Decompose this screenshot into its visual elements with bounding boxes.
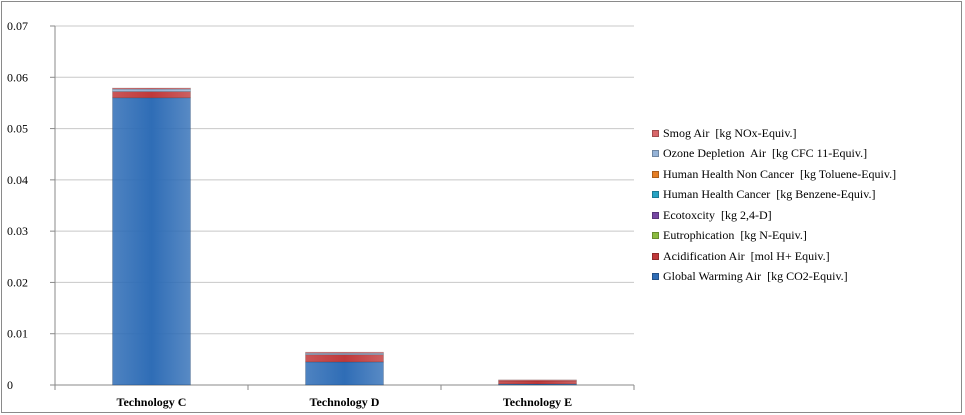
- legend-label: Acidification Air [mol H+ Equiv.]: [663, 248, 830, 263]
- y-tick-label: 0.05: [7, 122, 28, 136]
- bar-segment: [305, 351, 384, 354]
- y-tick-label: 0.01: [7, 327, 28, 341]
- bar-segment: [112, 87, 191, 90]
- legend-swatch: [652, 232, 659, 240]
- legend-item: Ozone Depletion Air [kg CFC 11-Equiv.]: [652, 144, 896, 165]
- bar-segment: [305, 354, 384, 363]
- bar-segment: [305, 361, 384, 386]
- legend-item: Human Health Non Cancer [kg Toluene-Equi…: [652, 164, 896, 185]
- legend-item: Ecotoxcity [kg 2,4-D]: [652, 205, 896, 226]
- legend-swatch: [652, 211, 659, 219]
- y-tick-label: 0.06: [7, 70, 28, 84]
- y-axis-ticks: 0 0.01 0.02 0.03 0.04 0.05 0.06 0.07: [7, 19, 55, 392]
- legend-label: Eutrophication [kg N-Equiv.]: [663, 228, 807, 243]
- y-tick-label: 0.04: [7, 173, 28, 187]
- bars: [112, 87, 577, 386]
- y-tick-label: 0.02: [7, 275, 28, 289]
- bar-segment: [112, 97, 191, 386]
- legend-swatch: [652, 252, 659, 260]
- legend-item: Smog Air [kg NOx-Equiv.]: [652, 123, 896, 144]
- legend-label: Smog Air [kg NOx-Equiv.]: [663, 125, 797, 140]
- legend-swatch: [652, 150, 659, 158]
- legend-label: Ecotoxcity [kg 2,4-D]: [663, 207, 772, 222]
- legend-swatch: [652, 273, 659, 281]
- bar-segment: [498, 380, 577, 385]
- legend-item: Acidification Air [mol H+ Equiv.]: [652, 246, 896, 267]
- legend-label: Ozone Depletion Air [kg CFC 11-Equiv.]: [663, 146, 868, 161]
- x-tick-label: Technology D: [310, 395, 380, 409]
- bar-segment: [112, 91, 191, 99]
- x-tick-label: Technology C: [117, 395, 187, 409]
- y-tick-label: 0.03: [7, 224, 28, 238]
- legend-swatch: [652, 191, 659, 199]
- legend-label: Human Health Non Cancer [kg Toluene-Equi…: [663, 166, 897, 181]
- bar-segment: [498, 379, 577, 382]
- legend-item: Eutrophication [kg N-Equiv.]: [652, 226, 896, 247]
- y-tick-label: 0.07: [7, 19, 28, 33]
- bar-segment: [112, 88, 191, 92]
- legend: Smog Air [kg NOx-Equiv.] Ozone Depletion …: [652, 123, 896, 287]
- x-tick-label: Technology E: [503, 395, 572, 409]
- y-tick-label: 0: [7, 378, 13, 392]
- x-axis-ticks: Technology C Technology D Technology E: [54, 385, 635, 409]
- legend-label: Global Warming Air [kg CO2-Equiv.]: [663, 269, 848, 284]
- legend-label: Human Health Cancer [kg Benzene-Equiv.]: [663, 187, 876, 202]
- legend-item: Global Warming Air [kg CO2-Equiv.]: [652, 267, 896, 288]
- legend-swatch: [652, 129, 659, 137]
- legend-swatch: [652, 170, 659, 178]
- legend-item: Human Health Cancer [kg Benzene-Equiv.]: [652, 185, 896, 206]
